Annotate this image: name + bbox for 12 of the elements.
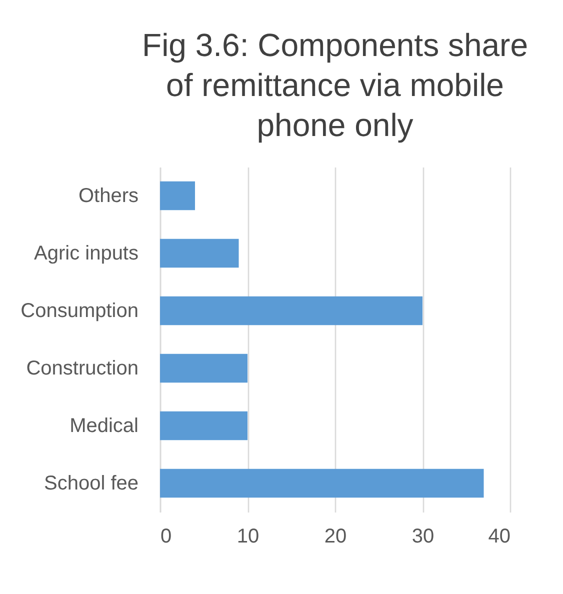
- y-tick-label: Medical: [70, 414, 138, 437]
- y-tick-label: School fee: [44, 472, 138, 494]
- y-tick-label: Construction: [26, 357, 138, 380]
- y-tick-label: Agric inputs: [34, 242, 138, 264]
- y-tick-label: Consumption: [20, 300, 138, 322]
- y-tick-label: Others: [78, 184, 138, 207]
- x-tick-label: 10: [236, 526, 260, 548]
- x-tick-label: 40: [488, 526, 510, 548]
- chart-title: Fig 3.6: Components share of remittance via mobile phone only: [142, 27, 528, 143]
- x-tick-label: 30: [412, 526, 434, 548]
- x-tick-label: 20: [324, 526, 347, 548]
- x-tick-label: 0: [160, 526, 172, 548]
